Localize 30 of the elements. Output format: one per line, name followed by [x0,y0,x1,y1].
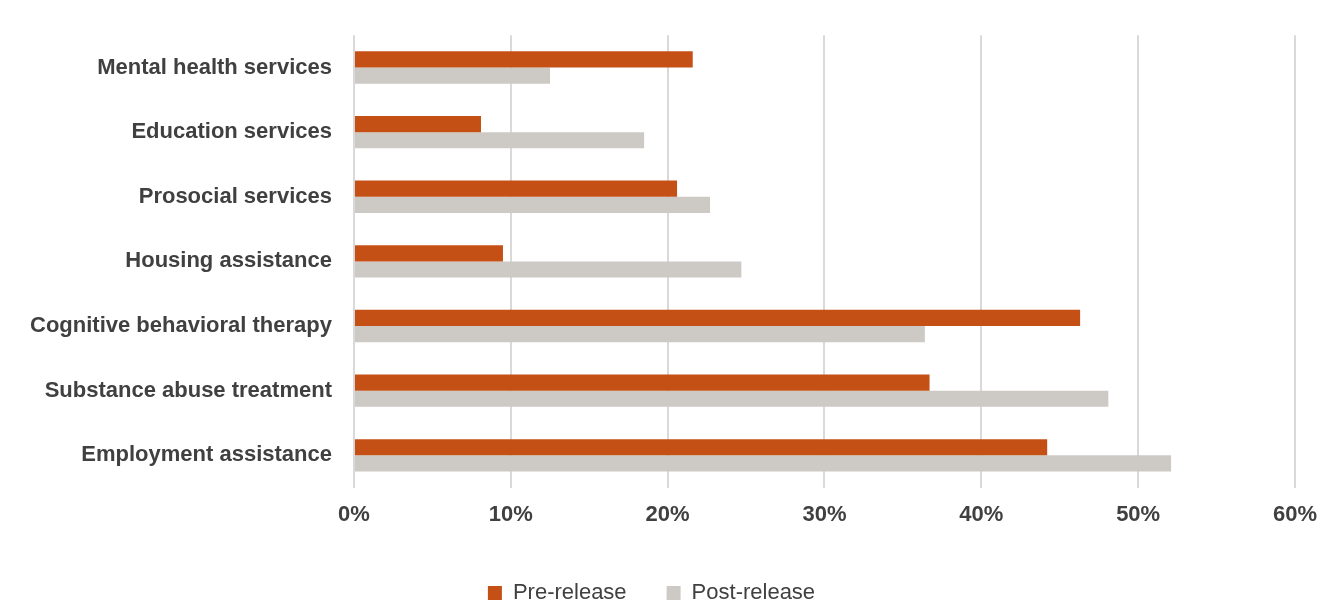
x-tick-label: 20% [645,500,690,526]
bar [354,67,551,84]
x-tick-label: 0% [338,500,370,526]
y-tick-label: Prosocial services [138,182,332,208]
y-tick-label: Substance abuse treatment [44,376,333,402]
y-tick-label: Housing assistance [125,247,332,273]
y-tick-label: Employment assistance [81,441,332,467]
bar [354,115,481,133]
bar [354,390,1109,407]
bar [354,180,678,197]
x-tick-label: 10% [488,500,533,526]
x-tick-label: 60% [1272,500,1318,526]
bar [354,439,1048,456]
bar [354,455,1172,472]
bar [354,374,930,391]
x-tick-label: 40% [959,500,1004,526]
x-tick-label: 50% [1116,500,1161,526]
bar [354,196,710,213]
bar [354,326,925,343]
y-tick-label: Education services [131,118,332,144]
bar [354,132,645,149]
y-tick-label: Mental health services [97,53,332,79]
bar [354,51,693,68]
x-tick-label: 30% [802,500,847,526]
y-tick-label: Cognitive behavioral therapy [29,312,333,338]
legend-label: Post-release [691,579,816,605]
bar [354,309,1081,327]
bar [354,261,742,278]
bar [354,245,503,262]
legend-label: Pre-release [512,579,627,605]
